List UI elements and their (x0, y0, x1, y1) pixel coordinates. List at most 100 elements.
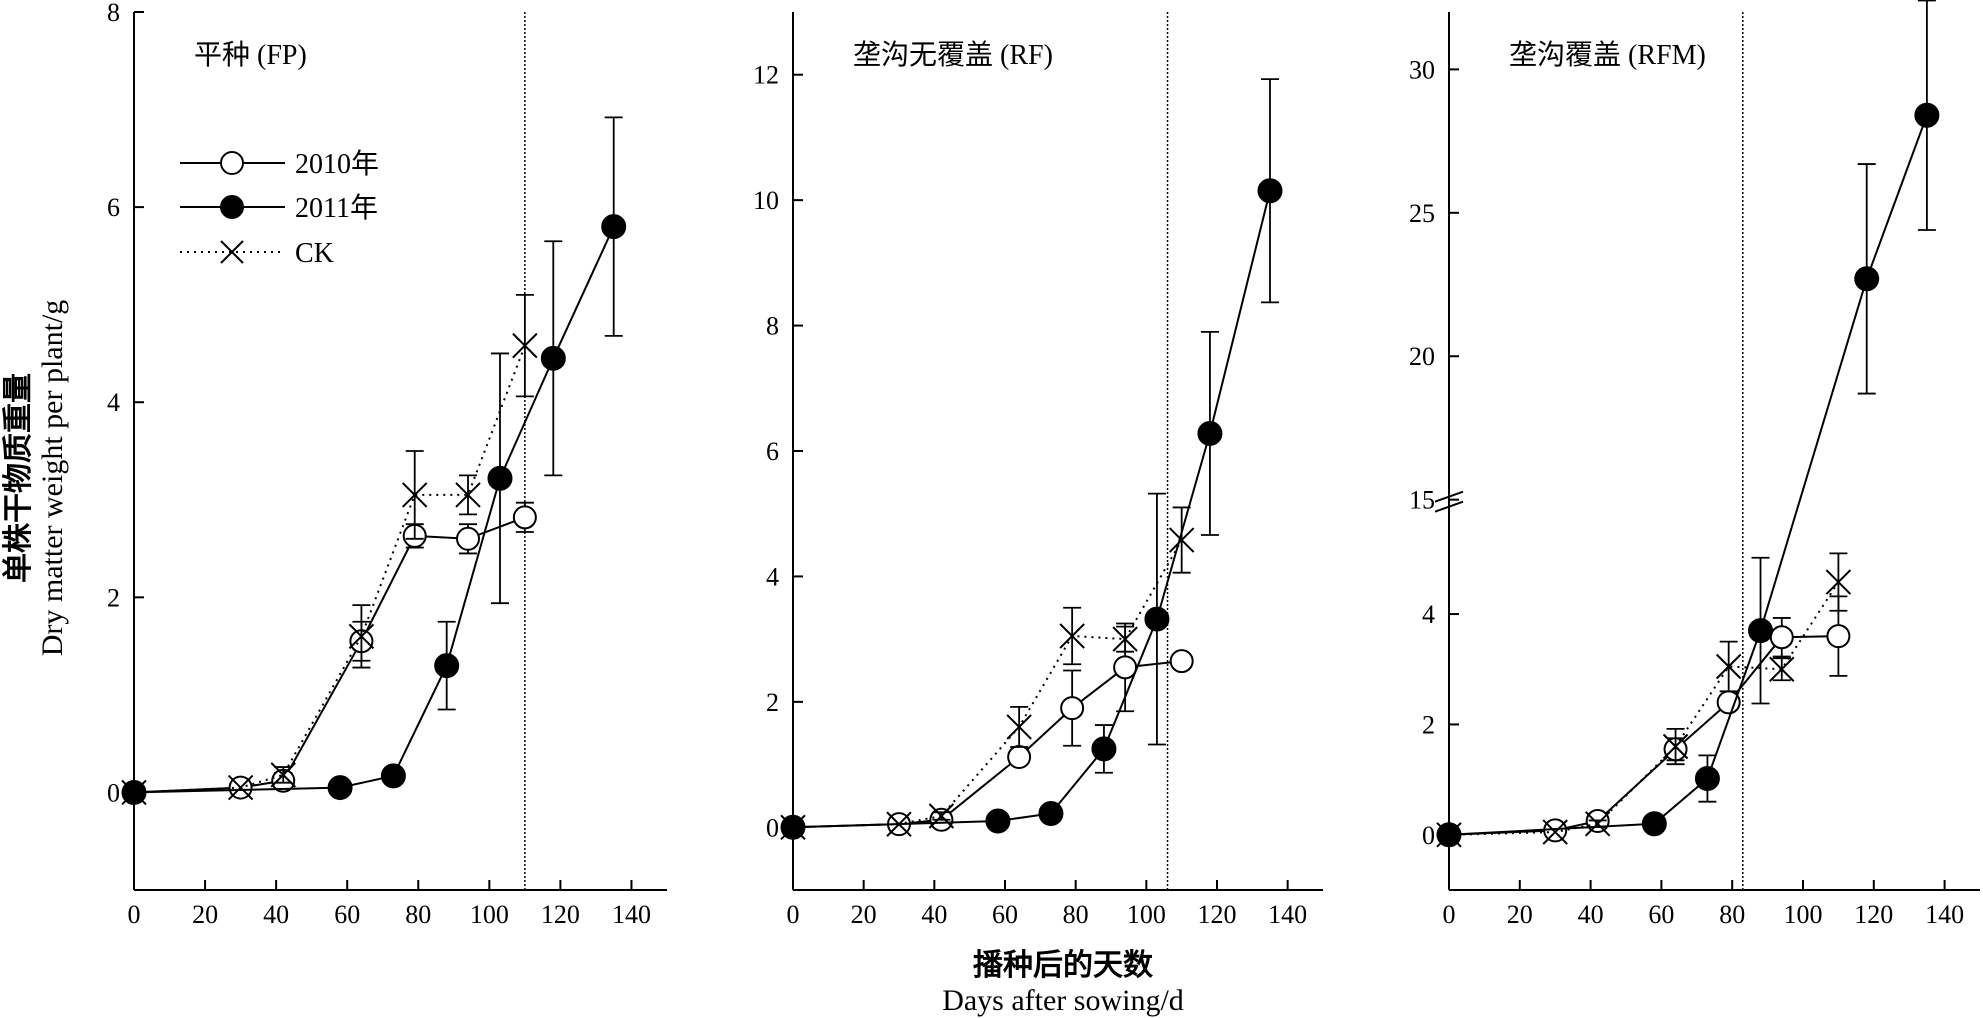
data-point (928, 803, 955, 829)
data-point-stroke (1825, 569, 1852, 595)
data-point (780, 814, 806, 840)
data-point-stroke (1436, 822, 1462, 848)
data-point-stroke (1715, 653, 1742, 680)
legend-marker-ck (220, 240, 244, 264)
data-point (402, 482, 428, 508)
legend-label-2011: 2011年 (295, 192, 378, 224)
series-line (1448, 635, 1839, 836)
y-tick-label: 10 (753, 186, 779, 215)
data-point (348, 623, 375, 650)
x-tick-label: 40 (1578, 900, 1604, 929)
y-tick-label: 2 (1422, 710, 1435, 739)
data-point (1091, 736, 1117, 762)
legend-marker-2010 (220, 151, 244, 175)
data-point-stroke (402, 482, 428, 508)
chart-panel-3: 0 20 40 60 80 100 120 140 0 2 4 15 20 25 30 垄沟覆盖 (RFM) (1409, 0, 1980, 929)
x-axis-title-cn: 播种后的天数 (973, 949, 1154, 982)
series-line (133, 226, 615, 794)
axis-break-mark (1434, 490, 1464, 513)
data-point-stroke (1662, 733, 1689, 760)
series-filled-circle (121, 116, 627, 805)
x-tick-label: 60 (992, 900, 1018, 929)
data-point-stroke (455, 482, 481, 508)
chart-panel-2: 0 20 40 60 80 100 120 140 0 2 4 6 8 10 12 垄沟无覆盖 (RF) (753, 12, 1323, 929)
data-point (327, 775, 353, 801)
data-point (1197, 420, 1223, 446)
legend-marker-2011 (220, 195, 244, 219)
series-open-circle (1437, 595, 1851, 847)
y-axis-title-en: Dry matter weight per plant/g (36, 300, 69, 657)
data-point (1007, 745, 1032, 770)
x-tick-label: 100 (1127, 900, 1166, 929)
data-point (1914, 102, 1940, 128)
x-tick-label: 120 (541, 900, 580, 929)
data-point-stroke (928, 803, 955, 829)
data-point-stroke (1542, 819, 1568, 845)
data-point (1144, 606, 1170, 632)
series-x-cross (121, 294, 538, 806)
x-tick-label: 20 (851, 900, 877, 929)
legend-label-2010: 2010年 (295, 148, 379, 180)
y-tick-label: 4 (107, 388, 120, 417)
y-tick-label: 30 (1409, 55, 1435, 84)
data-point (434, 653, 460, 679)
data-point (1060, 696, 1085, 721)
panel-title: 垄沟无覆盖 (RF) (853, 39, 1053, 71)
series-line (792, 539, 1183, 829)
x-tick-label: 120 (1854, 900, 1893, 929)
data-point (1825, 569, 1852, 595)
axis-break-slash (1434, 490, 1464, 503)
axis-break-slash (1434, 500, 1464, 513)
data-point (1748, 618, 1774, 644)
y-tick-label: 8 (766, 312, 779, 341)
y-axis-title-cn: 单株干物质重量 (2, 373, 35, 583)
data-point (1694, 766, 1720, 792)
y-tick-label: 20 (1409, 342, 1435, 371)
chart-panel-1: 0 20 40 60 80 100 120 140 0 2 4 6 8 平种 (FP) (107, 0, 667, 929)
series-open-circle (781, 622, 1194, 840)
x-tick-label: 80 (405, 900, 431, 929)
x-tick-label: 40 (263, 900, 289, 929)
x-tick-label: 140 (612, 900, 651, 929)
data-point (1662, 733, 1689, 760)
data-point (121, 779, 147, 806)
data-point (1641, 811, 1667, 837)
data-point (1769, 656, 1795, 682)
x-tick-label: 0 (787, 900, 800, 929)
x-tick-label: 80 (1719, 900, 1745, 929)
data-point (487, 465, 513, 491)
data-point (1038, 800, 1064, 826)
data-point (1113, 655, 1138, 680)
data-point (1112, 626, 1138, 652)
data-point (512, 505, 537, 530)
series-x-cross (780, 506, 1195, 840)
data-point-stroke (270, 762, 296, 788)
series-x-cross (1436, 552, 1852, 848)
data-point (380, 763, 406, 789)
panel-title: 平种 (FP) (194, 39, 307, 71)
x-tick-label: 20 (1507, 900, 1533, 929)
data-point-stroke (227, 774, 254, 801)
data-point-stroke (1059, 623, 1085, 649)
y-tick-label: 4 (1422, 600, 1435, 629)
data-point (1542, 819, 1568, 845)
panel-title: 垄沟覆盖 (RFM) (1509, 39, 1706, 71)
data-point (1716, 690, 1741, 715)
data-point (1769, 625, 1794, 650)
y-tick-label: 0 (766, 813, 779, 842)
y-tick-label: 8 (107, 0, 120, 27)
y-tick-label: 2 (107, 583, 120, 612)
x-tick-label: 140 (1268, 900, 1307, 929)
data-point (1168, 527, 1195, 553)
data-point-stroke (1006, 714, 1032, 740)
series-filled-circle (1436, 0, 1940, 848)
data-point-stroke (512, 332, 538, 359)
x-tick-label: 120 (1198, 900, 1237, 929)
y-tick-label: 15 (1409, 486, 1435, 515)
y-tick-label: 0 (1422, 821, 1435, 850)
x-tick-label: 0 (1443, 900, 1456, 929)
data-point (1059, 623, 1085, 649)
series-open-circle (122, 501, 537, 805)
